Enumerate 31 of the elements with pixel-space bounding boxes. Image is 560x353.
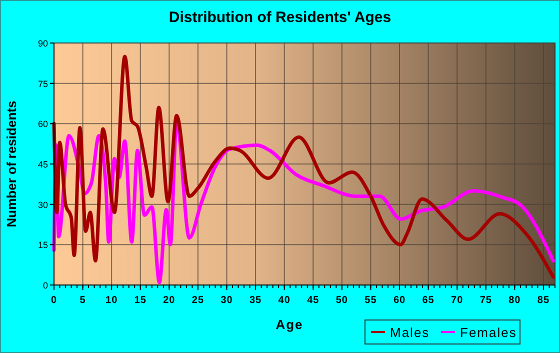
y-axis-title: Number of residents bbox=[4, 100, 19, 228]
x-tick-label: 50 bbox=[336, 295, 348, 306]
line-series bbox=[52, 54, 556, 279]
y-tick-label: 0 bbox=[42, 280, 48, 290]
x-tick-label: 40 bbox=[278, 295, 290, 306]
y-tick-label: 75 bbox=[38, 78, 48, 89]
y-tick-label: 30 bbox=[38, 200, 48, 210]
x-tick-label: 35 bbox=[249, 295, 262, 306]
y-tick-label: 45 bbox=[38, 160, 48, 170]
x-tick-label: 60 bbox=[393, 295, 406, 306]
x-tick-label: 5 bbox=[80, 295, 86, 306]
legend-label: Males bbox=[390, 325, 430, 340]
x-tick-label: 0 bbox=[50, 295, 58, 306]
x-tick-label: 45 bbox=[307, 295, 320, 306]
x-tick-label: 55 bbox=[364, 295, 377, 306]
x-tick-label: 25 bbox=[192, 295, 204, 306]
x-tick-label: 70 bbox=[451, 295, 464, 306]
x-axis-title: Age bbox=[276, 317, 304, 332]
chart-title: Distribution of Residents' Ages bbox=[168, 9, 392, 26]
x-tick-label: 75 bbox=[480, 295, 492, 306]
y-tick-label: 60 bbox=[38, 119, 48, 130]
x-tick-label: 65 bbox=[422, 295, 434, 306]
x-tick-label: 15 bbox=[134, 295, 146, 306]
y-tick-label: 90 bbox=[38, 38, 48, 48]
x-tick-label: 20 bbox=[163, 295, 176, 306]
x-tick-label: 10 bbox=[106, 295, 118, 306]
legend-label: Females bbox=[460, 325, 517, 340]
x-tick-label: 85 bbox=[537, 295, 550, 306]
x-tick-label: 80 bbox=[508, 295, 521, 306]
y-tick-label: 15 bbox=[38, 240, 48, 250]
x-tick-label: 30 bbox=[220, 295, 233, 306]
